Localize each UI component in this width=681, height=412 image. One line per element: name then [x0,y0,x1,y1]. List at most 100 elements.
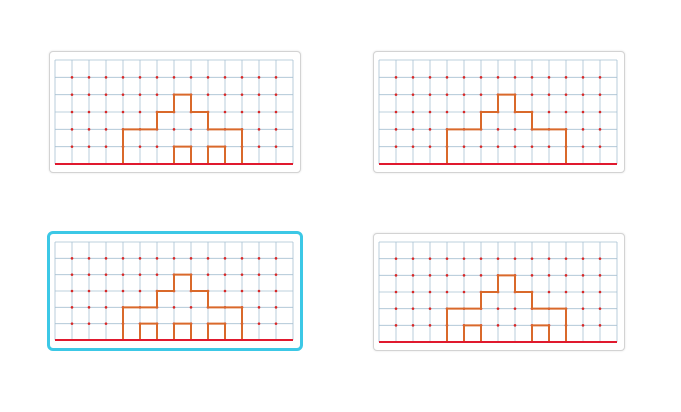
grid-dot [496,257,500,260]
grid-dot [274,128,278,131]
grid-dot [70,76,74,79]
grid-dot [223,289,227,293]
grid-dot [530,93,534,96]
grid-dot [104,93,108,96]
grid-dot [445,274,449,277]
grid-dot [138,257,142,260]
grid-dot [87,289,91,293]
grid-dot [445,290,449,294]
grid-dot [104,110,108,114]
grid-dot [394,110,398,114]
grid-dot [394,290,398,294]
grid-dot [547,110,551,114]
grid-dot [274,257,278,260]
grid-dot [479,274,483,277]
grid-dot [564,76,568,79]
grid-dot [87,128,91,131]
grid-dot [240,93,244,96]
grid-dot [598,110,602,114]
grid-dot [121,289,125,293]
grid-dot [428,128,432,131]
grid-dot [411,110,415,114]
grid-dot [189,128,193,131]
grid-dot [87,306,91,309]
grid-dot [121,273,125,276]
grid-dot [206,257,210,260]
grid-dot [462,145,466,148]
answer-option-c[interactable] [47,231,303,351]
grid-dot [138,93,142,96]
grid-dot [581,76,585,79]
grid-dot [581,324,585,327]
grid-dot [445,257,449,260]
answer-option-a[interactable] [49,51,301,173]
door-opening [173,322,192,340]
grid-dot [240,257,244,260]
grid-dot [189,257,193,260]
grid-dot [547,290,551,294]
grid-dot [104,273,108,276]
grid-dot [462,274,466,277]
grid-dot [70,93,74,96]
grid-figure-c [54,241,294,341]
door-opening [207,322,226,340]
grid-dot [257,76,261,79]
grid-dot [496,307,500,310]
grid-dot [87,76,91,79]
grid-dot [121,76,125,79]
grid-dot [411,324,415,327]
answer-option-d[interactable] [373,233,625,351]
grid-dot [479,257,483,260]
grid-dot [428,324,432,327]
grid-dot [564,257,568,260]
grid-dot [547,274,551,277]
grid-dot [394,93,398,96]
grid-dot [257,289,261,293]
grid-dot [257,273,261,276]
grid-dot [428,76,432,79]
grid-dot [462,110,466,114]
grid-dot [564,93,568,96]
grid-dot [479,93,483,96]
grid-dot [155,273,159,276]
grid-dot [70,145,74,148]
grid-dot [87,145,91,148]
grid-dot [189,306,193,309]
grid-dot [513,324,517,327]
grid-dot [104,289,108,293]
grid-dot [240,110,244,114]
grid-dot [138,289,142,293]
grid-dot [411,257,415,260]
grid-dot [240,76,244,79]
grid-dot [394,324,398,327]
grid-dot [547,76,551,79]
grid-dot [598,128,602,131]
grid-dot [513,128,517,131]
grid-dot [257,257,261,260]
grid-dot [581,110,585,114]
grid-dot [547,145,551,148]
grid-dot [257,110,261,114]
grid-dot [104,128,108,131]
grid-dot [104,76,108,79]
grid-dot [462,257,466,260]
grid-dot [496,145,500,148]
grid-dot [70,322,74,325]
grid-dot [223,273,227,276]
grid-dot [411,93,415,96]
grid-dot [598,274,602,277]
grid-dot [274,76,278,79]
grid-dot [394,76,398,79]
door-opening [463,324,482,342]
answer-option-b[interactable] [373,51,625,173]
grid-dot [240,273,244,276]
grid-dot [172,76,176,79]
grid-dot [513,145,517,148]
building-outline [446,274,567,342]
grid-dot [189,76,193,79]
grid-dot [206,93,210,96]
grid-dot [138,76,142,79]
grid-dot [445,93,449,96]
grid-dot [479,76,483,79]
grid-dot [598,290,602,294]
